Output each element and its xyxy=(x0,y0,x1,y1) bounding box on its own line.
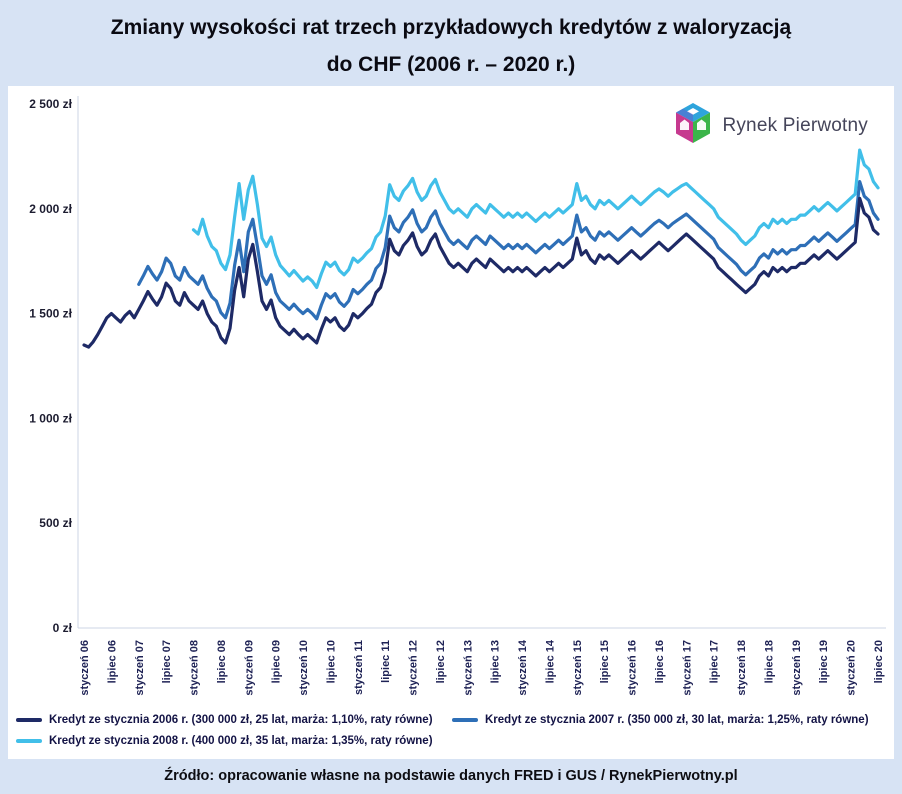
x-tick-label: lipiec 10 xyxy=(325,640,337,683)
legend-item-2007: Kredyt ze stycznia 2007 r. (350 000 zł, … xyxy=(452,714,888,726)
x-tick-label: styczeń 10 xyxy=(298,640,310,696)
x-tick-label: lipiec 18 xyxy=(764,640,776,683)
x-tick-label: lipiec 12 xyxy=(435,640,447,683)
x-tick-label: lipiec 09 xyxy=(271,640,283,683)
series-line xyxy=(82,196,880,349)
legend-marker-2008 xyxy=(16,738,42,743)
legend-marker-2006 xyxy=(16,717,42,722)
logo-text: Rynek Pierwotny xyxy=(722,114,868,136)
x-tick-label: lipiec 06 xyxy=(106,640,118,683)
x-tick-label: lipiec 07 xyxy=(161,640,173,683)
x-tick-label: lipiec 11 xyxy=(380,640,392,683)
x-tick-label: styczeń 07 xyxy=(134,640,146,696)
series-line xyxy=(191,147,880,289)
x-tick-label: styczeń 17 xyxy=(681,640,693,696)
x-tick-label: lipiec 17 xyxy=(709,640,721,683)
legend-label-2006: Kredyt ze stycznia 2006 r. (300 000 zł, … xyxy=(49,713,433,726)
chart-legend: Kredyt ze stycznia 2006 r. (300 000 zł, … xyxy=(10,712,892,755)
x-tick-label: styczeń 18 xyxy=(736,640,748,696)
chart-title-line1: Zmiany wysokości rat trzech przykładowyc… xyxy=(110,16,792,39)
x-tick-label: lipiec 14 xyxy=(544,639,556,683)
x-tick-label: styczeń 16 xyxy=(627,640,639,696)
x-tick-label: styczeń 09 xyxy=(243,640,255,696)
x-tick-label: lipiec 13 xyxy=(490,640,502,683)
x-tick-label: lipiec 16 xyxy=(654,640,666,683)
rynek-pierwotny-logo: Rynek Pierwotny xyxy=(673,102,868,150)
chart-title: Zmiany wysokości rat trzech przykładowyc… xyxy=(0,0,902,84)
y-tick-label: 2 500 zł xyxy=(29,97,72,111)
chart-card: Rynek Pierwotny 0 zł 500 zł 1 000 zł 1 500 … xyxy=(8,85,894,759)
logo-cube-icon xyxy=(673,102,713,150)
x-tick-label: styczeń 11 xyxy=(353,640,365,695)
x-tick-label: styczeń 08 xyxy=(189,640,201,696)
legend-item-2006: Kredyt ze stycznia 2006 r. (300 000 zł, … xyxy=(16,714,452,726)
x-tick-label: styczeń 12 xyxy=(408,640,420,696)
x-tick-label: styczeń 14 xyxy=(517,639,529,696)
x-tick-label: styczeń 20 xyxy=(846,640,858,696)
source-note: Źródło: opracowanie własne na podstawie … xyxy=(164,767,738,784)
x-tick-label: styczeń 06 xyxy=(79,640,91,696)
y-tick-label: 1 000 zł xyxy=(29,411,72,425)
chart-title-line2: do CHF (2006 r. – 2020 r.) xyxy=(326,52,576,76)
x-tick-label: styczeń 19 xyxy=(791,640,803,696)
legend-item-2008: Kredyt ze stycznia 2008 r. (400 000 zł, … xyxy=(16,735,452,747)
y-tick-label: 500 zł xyxy=(39,516,72,530)
legend-label-2007: Kredyt ze stycznia 2007 r. (350 000 zł, … xyxy=(485,713,869,726)
x-tick-label: lipiec 08 xyxy=(216,640,228,683)
x-tick-label: lipiec 20 xyxy=(873,640,885,683)
x-tick-label: styczeń 15 xyxy=(572,640,584,696)
x-tick-label: styczeń 13 xyxy=(462,640,474,696)
series-line xyxy=(137,179,880,320)
line-chart: 0 zł 500 zł 1 000 zł 1 500 zł 2 000 zł 2 500 … xyxy=(29,95,886,696)
legend-label-2008: Kredyt ze stycznia 2008 r. (400 000 zł, … xyxy=(49,734,433,747)
y-tick-label: 0 zł xyxy=(53,621,73,635)
legend-marker-2007 xyxy=(452,717,478,722)
x-tick-label: lipiec 15 xyxy=(599,640,611,683)
y-tick-label: 2 000 zł xyxy=(29,201,72,215)
x-tick-label: lipiec 19 xyxy=(818,640,830,683)
y-tick-label: 1 500 zł xyxy=(29,306,72,320)
